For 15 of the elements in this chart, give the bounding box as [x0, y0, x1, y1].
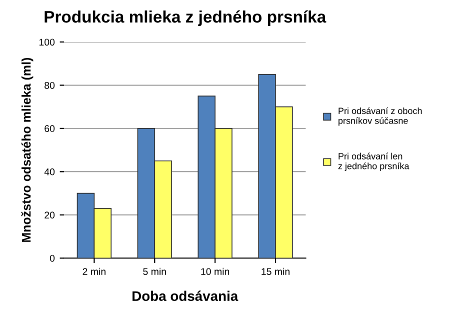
x-axis-title: Doba odsávania — [132, 290, 238, 302]
y-tick-label: 80 — [44, 82, 55, 89]
y-tick-label: 0 — [50, 254, 55, 262]
y-tick-label: 20 — [44, 212, 55, 219]
y-axis-title: Množstvo odsatého mlieka (ml) — [21, 58, 34, 242]
y-tick-label: 100 — [39, 38, 55, 46]
x-tick-label: 15 min — [262, 268, 290, 275]
x-tick-label: 10 min — [201, 268, 230, 275]
chart-title: Produkcia mlieka z jedného prsníka — [44, 10, 326, 26]
legend-label: Pri odsávaní z oboch prsníkov súčasne — [338, 107, 422, 126]
x-tick-label: 5 min — [143, 268, 166, 275]
y-tick-label: 60 — [44, 125, 55, 132]
legend-label: Pri odsávaní len z jedného prsníka — [338, 152, 410, 172]
y-tick-label: 40 — [44, 168, 55, 176]
x-tick-label: 2 min — [82, 268, 106, 275]
